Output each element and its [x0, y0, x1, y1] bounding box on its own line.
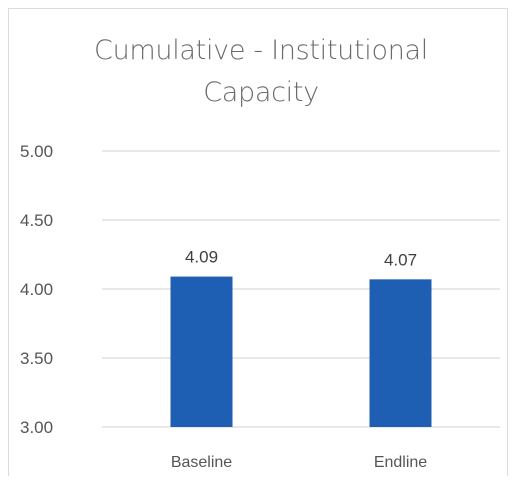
y-tick-label-1: 3.50: [20, 349, 53, 368]
bar-baseline: [170, 276, 233, 427]
y-tick-label-3: 4.50: [20, 211, 53, 230]
data-label-endline: 4.07: [384, 250, 417, 269]
data-label-baseline: 4.09: [185, 248, 218, 267]
bar-endline: [369, 279, 432, 427]
chart-title-line-1: Cumulative - Institutional: [94, 35, 428, 66]
category-label-endline: Endline: [374, 454, 427, 471]
y-tick-label-0: 3.00: [20, 418, 53, 437]
chart-title: Cumulative - Institutional Capacity: [0, 30, 522, 114]
y-tick-label-4: 5.00: [20, 142, 53, 161]
category-label-baseline: Baseline: [171, 454, 232, 471]
chart-title-line-2: Capacity: [203, 77, 319, 108]
y-tick-label-2: 4.00: [20, 280, 53, 299]
